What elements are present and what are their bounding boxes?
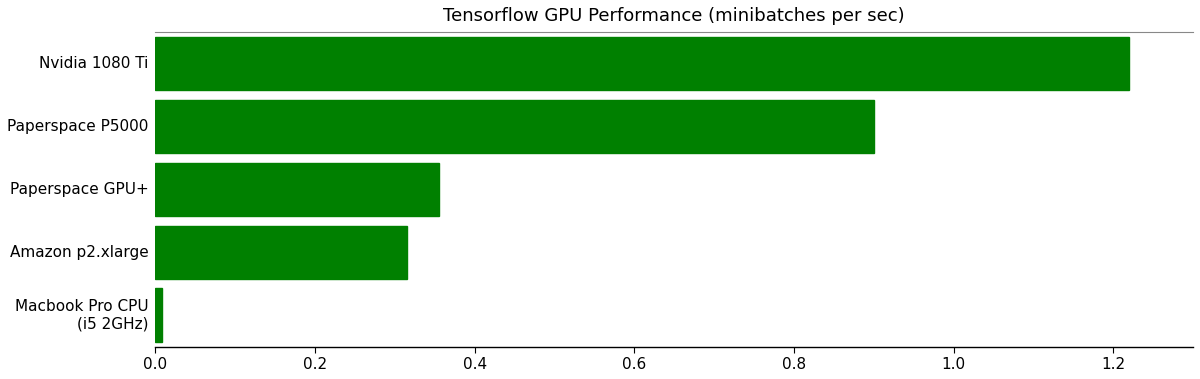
Bar: [155, 100, 874, 153]
Bar: [155, 288, 162, 342]
Bar: [155, 163, 439, 216]
Bar: [155, 37, 1129, 90]
Title: Tensorflow GPU Performance (minibatches per sec): Tensorflow GPU Performance (minibatches …: [443, 7, 905, 25]
Bar: [155, 226, 407, 279]
